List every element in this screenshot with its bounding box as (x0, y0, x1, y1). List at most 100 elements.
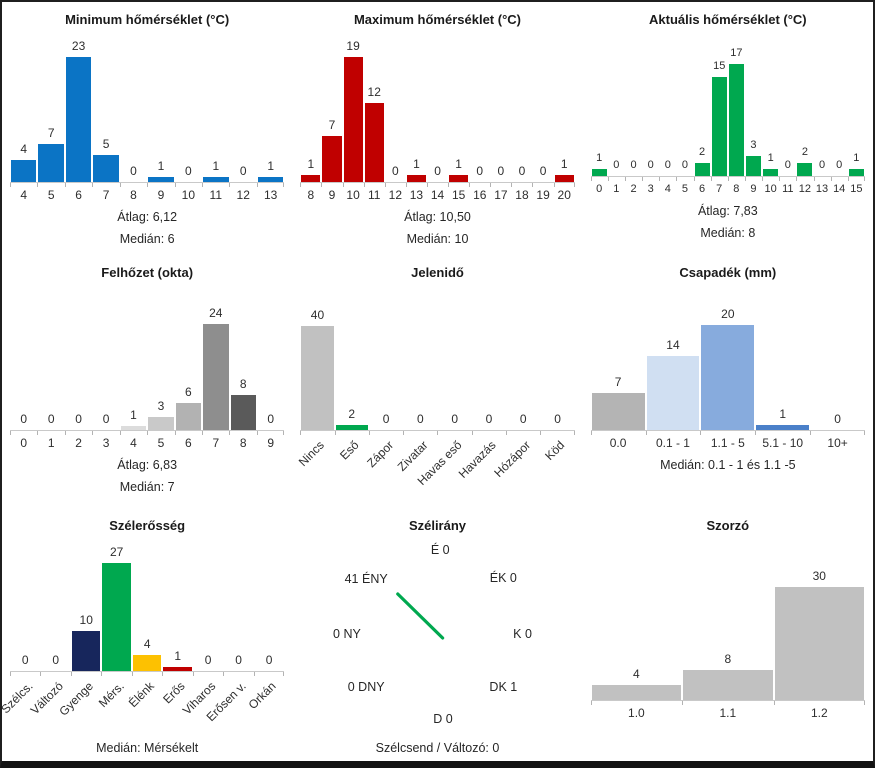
bar-value-label: 0 (834, 412, 841, 426)
bar-value-label: 1 (560, 157, 568, 171)
axis-tick (642, 177, 644, 181)
bar (163, 667, 192, 671)
axis-tick (624, 177, 626, 181)
bar-value-label: 0 (47, 412, 55, 426)
wind-direction-label: ÉK 0 (489, 571, 517, 585)
bar-slot: 0 (511, 57, 532, 182)
bar-slot: 0 (642, 64, 659, 176)
bar (449, 175, 469, 182)
bar (148, 417, 174, 430)
bar-value-label: 0 (265, 653, 273, 667)
x-axis-label: 7 (102, 188, 110, 202)
bar-slot: 0 (65, 324, 92, 430)
axis-tick (37, 183, 39, 187)
bar (406, 175, 426, 182)
axis-tick (540, 431, 542, 435)
axis-tick (70, 672, 72, 676)
bar-slot: 30 (774, 570, 865, 700)
stats-block: Medián: 0.1 - 1 és 1.1 -5 (591, 458, 865, 473)
axis-tick (283, 672, 285, 676)
x-axis-label: 10 (764, 183, 777, 195)
bar (102, 563, 131, 671)
bar (694, 163, 710, 176)
x-axis (300, 182, 575, 187)
bar-slot: 2 (796, 64, 813, 176)
x-axis-label: 0.0 (609, 436, 627, 450)
bar-slot: 0 (472, 326, 506, 430)
bar-value-label: 0 (539, 164, 547, 178)
bar (797, 163, 813, 176)
x-axis-label: 4 (664, 183, 671, 195)
bar-value-label: 0 (485, 412, 493, 426)
x-axis-label: 13 (409, 188, 424, 202)
x-axis-label: 14 (833, 183, 846, 195)
bar-slot: 2 (694, 64, 711, 176)
x-axis-label: 17 (494, 188, 508, 202)
bar-slot: 0 (10, 324, 37, 430)
mean-stat: Átlag: 10,50 (404, 210, 471, 224)
bar-slot: 15 (711, 60, 728, 176)
bar-slot: 6 (175, 324, 202, 430)
axis-tick (773, 701, 775, 705)
axis-tick (342, 183, 344, 187)
bar-value-label: 3 (750, 139, 757, 151)
bar (175, 403, 202, 430)
bar-slot: 0 (92, 324, 119, 430)
bar-value-label: 7 (47, 126, 55, 140)
wind-direction-label: DK 1 (489, 680, 518, 694)
axis-tick (755, 431, 757, 435)
bar-value-label: 0 (102, 412, 110, 426)
bar-value-label: 0 (417, 412, 424, 426)
bar-slot: 1 (448, 57, 469, 182)
x-axis-label: Eső (337, 438, 362, 463)
axis-tick (229, 431, 231, 435)
bar-value-label: 1 (130, 408, 137, 422)
histogram-min-temp: 4 7 23 5 0 1 0 1 0 1 4 5 6 7 8 9 10 11 12 13 (10, 40, 285, 203)
bar-value-label: 5 (102, 137, 110, 151)
wind-direction-label: 0 DNY (347, 680, 385, 694)
bar-value-label: 0 (497, 164, 505, 178)
bar-slot: 1 (300, 57, 321, 182)
bar (591, 393, 645, 430)
axis-tick (590, 177, 592, 181)
bar-slot: 7 (37, 57, 64, 182)
x-axis-label: 16 (473, 188, 487, 202)
panel-wind-strength: Szélerősség 0 0 10 27 4 1 0 0 0 Szélcs. Változó Gye… (2, 508, 292, 761)
x-axis-label: 5 (157, 436, 165, 450)
x-axis-label: 12 (798, 183, 812, 195)
axis-tick (64, 431, 66, 435)
bar (203, 324, 229, 430)
x-axis-label: 1.1 (719, 706, 737, 720)
bar-value-label: 1 (767, 152, 774, 164)
bar-value-label: 4 (20, 142, 28, 156)
axis-tick (830, 177, 832, 181)
bar-value-label: 1 (779, 407, 787, 421)
bar-value-label: 0 (20, 412, 28, 426)
bar (774, 587, 865, 700)
axis-tick (864, 701, 865, 705)
x-axis-label: 10+ (827, 436, 848, 450)
bar (132, 655, 162, 671)
median-stat: Medián: 6 (119, 232, 175, 246)
axis-tick (334, 431, 336, 435)
bar-slot: 0 (831, 64, 848, 176)
axis-tick (368, 431, 370, 435)
bar-value-label: 0 (75, 412, 82, 426)
x-axis-label: 6 (75, 188, 82, 202)
axis-tick (437, 431, 439, 435)
median-stat: Medián: 0.1 - 1 és 1.1 -5 (660, 458, 796, 472)
bar-value-label: 20 (721, 307, 735, 321)
axis-tick (256, 183, 258, 187)
x-axis-label: 11 (367, 188, 381, 202)
bar-value-label: 1 (596, 152, 603, 164)
x-axis-label: 2 (630, 183, 637, 195)
panel-precipitation: Csapadék (mm) 7 14 20 1 0 0.0 0.1 - 1 1.1 - 5 5.… (583, 255, 873, 508)
axis-tick (283, 431, 285, 435)
axis-tick (506, 431, 508, 435)
axis-tick (283, 183, 285, 187)
bar (554, 175, 574, 182)
bar-value-label: 12 (367, 85, 381, 99)
panel-title: Minimum hőmérséklet (°C) (65, 12, 230, 27)
bar-value-label: 7 (614, 375, 622, 389)
